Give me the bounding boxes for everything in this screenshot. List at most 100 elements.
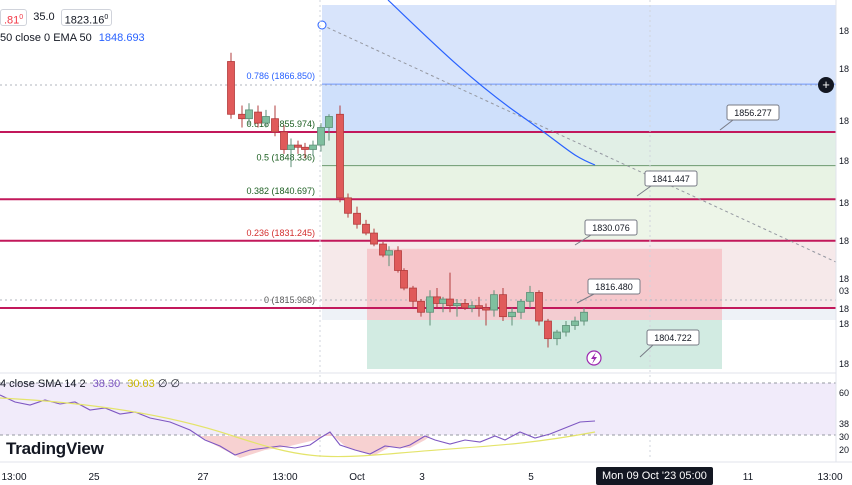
candle-body [490,294,498,311]
fib-label: 0.382 (1840.697) [246,186,315,196]
price-axis-label: 18 [839,274,849,284]
time-axis-label: 13:00 [272,472,297,483]
fib-label: 0.618 (1855.974) [246,119,315,129]
candle-body [379,243,387,256]
candle-body [280,131,288,150]
candle-body [508,311,516,318]
price-axis-label: 18 [839,304,849,314]
candle-body [309,144,317,150]
callout-label: 1856.277 [734,108,772,118]
candle-body [580,311,588,322]
price-axis-label: 18 [839,156,849,166]
candle-body [426,296,434,313]
candle-body [453,303,461,307]
lightning-icon-bolt [591,352,597,364]
candle-body [262,116,270,124]
callout-label: 1830.076 [592,223,630,233]
price-axis-label: 03 [839,286,849,296]
callout-box [587,278,641,295]
ema-line [387,0,596,166]
price-axis-label: 18 [839,319,849,329]
candle-body [227,61,235,115]
rsi-legend-sma-value: 30.03 [127,378,155,390]
candle-body [353,212,361,225]
fib-label: 0.786 (1866.850) [246,71,315,81]
candle-body [553,331,561,340]
rsi-legend-value: 38.30 [92,378,121,390]
fib-zone [322,165,836,200]
candle-body [254,111,262,124]
callout-label: 1804.722 [654,333,692,343]
ema-legend-text: 50 close 0 EMA 50 [0,32,92,44]
callout-pointer [576,293,595,304]
candle-body [517,300,525,313]
price-axis-label: 18 [839,116,849,126]
time-axis-label: 11 [743,472,754,483]
callout-pointer [636,185,652,197]
price-axis-label: 18 [839,64,849,74]
candle-body [535,292,543,322]
candle-body [562,325,570,333]
rsi-legend[interactable]: 4 close SMA 14 2 38.30 30.03 ∅ ∅ [0,377,180,390]
add-alert-plus-icon[interactable]: + [818,77,834,93]
candle-body [544,320,552,340]
time-axis-label: 13:00 [817,472,842,483]
time-axis-label: 27 [197,472,209,483]
callout-label: 1816.480 [595,282,633,292]
fib-label: 0 (1815.968) [264,295,315,305]
candle-body [400,270,408,289]
candle-body [385,250,393,256]
rsi-oversold-fill [200,433,430,458]
price-axis-label: 18 [839,26,849,36]
trend-anchor-handle [317,20,327,30]
legend-number: 35.0 [33,11,55,23]
candle-body [238,113,246,120]
fib-zone-top [322,5,836,85]
callout-box [584,219,638,236]
candle-body [394,250,402,271]
candle-body [271,118,279,133]
callout-box [646,329,700,346]
callout-label: 1841.447 [652,174,690,184]
rsi-legend-text: 4 close SMA 14 2 [0,378,86,390]
candle-body [468,305,476,309]
crosshair-date-label: Mon 09 Oct '23 05:00 [596,467,713,485]
price-axis-label: 18 [839,236,849,246]
rsi-legend-tail: ∅ ∅ [157,378,181,390]
time-axis-label: 3 [419,472,425,483]
ema-legend[interactable]: 50 close 0 EMA 50 1848.693 [0,32,145,44]
candle-body [336,113,344,199]
candle-body [417,300,425,313]
candle-body [317,127,325,146]
price-axis-label: 20 [839,445,849,455]
candle-body [325,116,333,128]
candle-body [370,232,378,245]
time-axis-label: Oct [349,472,365,483]
candle-body [482,307,490,311]
price-axis-label: 38 [839,419,849,429]
tradingview-logo: TradingView [6,439,104,458]
trend-line [321,24,837,263]
rsi-line [0,394,596,456]
fib-zone [322,199,836,241]
callout-box [644,170,698,187]
candle-body [439,298,447,304]
price-partial-box[interactable]: .810 [0,8,28,26]
price-axis-label: 30 [839,432,849,442]
fib-label: 0.236 (1831.245) [246,228,315,238]
fib-zone [322,132,836,166]
fib-label: 0.5 (1848.336) [256,153,315,163]
candle-body [475,305,483,309]
candle-body [499,294,507,318]
price-right-box[interactable]: 1823.160 [60,8,113,26]
candle-body [446,298,454,307]
price-axis-label: 60 [839,388,849,398]
time-axis-label: 25 [88,472,100,483]
callout-pointer [574,234,592,246]
candle-body [245,109,253,120]
time-axis-label: 13:00 [1,472,26,483]
candle-body [344,197,352,214]
right-axis-panel [836,0,852,485]
time-axis-label: 5 [528,472,534,483]
